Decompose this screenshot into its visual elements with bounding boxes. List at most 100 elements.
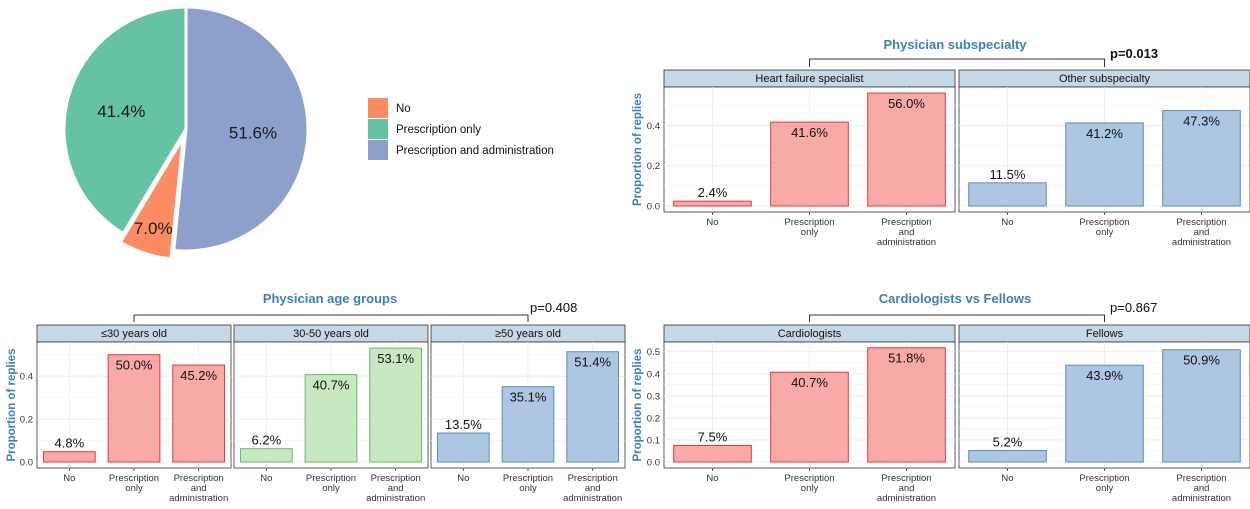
bar-chart-3: Cardiologists vs Fellows Proportion of re… — [632, 291, 1250, 504]
x-tick-label-line: Prescription — [881, 473, 931, 484]
bar — [1162, 349, 1241, 463]
facet-strip-label: Other subspecialty — [1059, 73, 1151, 85]
legend-label-prescription-and-admin: Prescription and administration — [396, 145, 554, 157]
x-tick-label-line: and — [191, 483, 207, 494]
x-tick-label-line: No — [1001, 217, 1013, 228]
x-tick-label-line: only — [125, 483, 143, 494]
x-tick-label: No — [706, 473, 718, 484]
x-tick-label: No — [63, 473, 75, 484]
legend-label-no: No — [396, 103, 411, 115]
x-tick-label-line: Prescription — [174, 473, 224, 484]
x-tick-label: Prescription only — [503, 473, 553, 494]
bar — [501, 386, 555, 463]
x-tick-label-line: administration — [877, 493, 936, 504]
y-tick-label: 0.2 — [647, 161, 660, 172]
chart-title: Physician subspecialty — [883, 37, 1027, 52]
bar-value-label: 13.5% — [445, 417, 482, 432]
x-tick-label-line: Prescription — [503, 473, 553, 484]
y-tick-label: 0.0 — [647, 202, 660, 213]
pie-label-prescription-and-admin: 51.6% — [229, 123, 277, 142]
x-tick-label: Prescription only — [784, 473, 834, 494]
x-tick-label-line: No — [63, 473, 75, 484]
chart-title: Physician age groups — [263, 291, 397, 306]
bar-value-label: 35.1% — [510, 390, 547, 405]
x-tick-label: Prescription and administration — [563, 473, 622, 504]
x-tick-label-line: and — [388, 483, 404, 494]
pie-label-no: 7.0% — [134, 219, 173, 238]
x-tick-label: Prescription and administration — [169, 473, 228, 504]
x-tick-label: Prescription only — [109, 473, 159, 494]
y-tick-label: 0.0 — [20, 458, 33, 469]
bar-charts: Physician subspecialty Proportion of repl… — [6, 37, 1250, 504]
pie-slice-no — [118, 136, 185, 261]
x-tick-label-line: only — [801, 227, 819, 238]
x-tick-label-line: administration — [1172, 493, 1231, 504]
x-tick-label-line: Prescription — [371, 473, 421, 484]
bar-value-label: 41.6% — [791, 125, 828, 140]
pie-slice-prescription-only — [62, 5, 188, 236]
x-tick-label-line: Prescription — [568, 473, 618, 484]
x-tick-label: Prescription and administration — [877, 217, 936, 248]
y-tick-label: 0.0 — [647, 458, 660, 469]
bar — [42, 451, 96, 463]
bar-value-label: 2.4% — [698, 185, 728, 200]
significance-bracket — [809, 314, 1105, 322]
bar — [436, 432, 490, 463]
x-tick-label-line: Prescription — [1079, 473, 1129, 484]
pie-slice-prescription-and-admin — [172, 5, 310, 253]
x-tick-label-line: No — [260, 473, 272, 484]
chart-title: Cardiologists vs Fellows — [879, 291, 1031, 306]
y-tick-label: 0.4 — [20, 372, 33, 383]
x-tick-label: No — [706, 217, 718, 228]
legend-swatch-no — [368, 98, 388, 118]
bar-chart-2: Physician age groups Proportion of replie… — [6, 291, 626, 504]
bar — [172, 364, 226, 463]
bar-value-label: 51.4% — [574, 355, 611, 370]
p-value-label: p=0.867 — [1110, 300, 1157, 315]
y-axis-label: Proportion of replies — [6, 348, 18, 461]
bar-value-label: 50.9% — [1183, 353, 1220, 368]
x-tick-label-line: only — [519, 483, 537, 494]
bar-value-label: 5.2% — [993, 435, 1023, 450]
y-tick-label: 0.1 — [647, 435, 660, 446]
bar-value-label: 50.0% — [116, 358, 153, 373]
legend-label-prescription-only: Prescription only — [396, 124, 481, 136]
x-tick-label-line: Prescription — [881, 217, 931, 228]
y-tick-label: 0.2 — [647, 413, 660, 424]
y-axis-label: Proportion of replies — [632, 93, 644, 206]
bar — [239, 448, 293, 463]
bar — [1065, 122, 1144, 207]
x-tick-label: No — [1001, 473, 1013, 484]
bar-value-label: 53.1% — [377, 351, 414, 366]
x-tick-label-line: Prescription — [109, 473, 159, 484]
x-tick-label: Prescription only — [1079, 217, 1129, 238]
y-tick-label: 0.5 — [647, 347, 660, 358]
bar-value-label: 40.7% — [313, 378, 350, 393]
legend-swatch-prescription-only — [368, 119, 388, 139]
p-value-label: p=0.408 — [530, 300, 577, 315]
pie-legend: No Prescription only Prescription and ad… — [368, 98, 554, 160]
bar — [673, 444, 752, 463]
x-tick-label-line: Prescription — [1176, 217, 1226, 228]
bar-value-label: 41.2% — [1086, 126, 1123, 141]
x-tick-label-line: Prescription — [1176, 473, 1226, 484]
facet-strip-label: Heart failure specialist — [755, 73, 863, 85]
bar — [1162, 110, 1241, 207]
significance-bracket — [809, 58, 1105, 67]
x-tick-label-line: administration — [1172, 237, 1231, 248]
x-tick-label-line: Prescription — [784, 473, 834, 484]
y-tick-label: 0.2 — [20, 415, 33, 426]
x-tick-label: Prescription and administration — [877, 473, 936, 504]
x-tick-label-line: Prescription — [784, 217, 834, 228]
bar-value-label: 7.5% — [698, 429, 728, 444]
bar — [1065, 364, 1144, 463]
bar — [369, 347, 423, 463]
x-tick-label-line: No — [706, 473, 718, 484]
x-tick-label: Prescription only — [784, 217, 834, 238]
facet-strip-label: Cardiologists — [778, 328, 842, 340]
facet-strip-label: ≤30 years old — [101, 328, 167, 340]
x-tick-label: Prescription and administration — [1172, 217, 1231, 248]
x-tick-label-line: only — [1096, 227, 1114, 238]
significance-bracket — [133, 314, 529, 322]
